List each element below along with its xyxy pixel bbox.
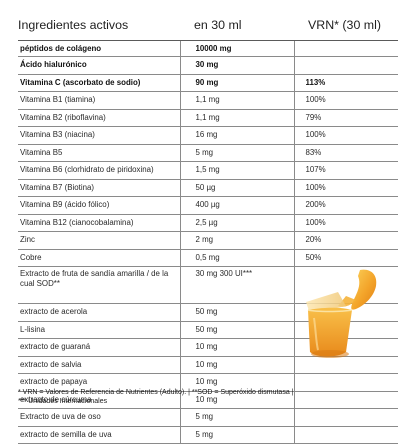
amount-cell: 30 mg 300 UI*** xyxy=(179,266,294,304)
ingredient-cell: Vitamina B1 (tiamina) xyxy=(18,91,180,110)
header-ingredients: Ingredientes activos xyxy=(18,12,180,41)
ingredient-cell: Cobre xyxy=(18,249,180,267)
ingredient-cell: Extracto de fruta de sandía amarilla / d… xyxy=(18,266,180,304)
amount-cell: 1,1 mg xyxy=(179,91,294,110)
ingredient-cell: extracto de papaya xyxy=(18,373,180,392)
ingredient-cell: péptidos de colágeno xyxy=(18,40,180,57)
header-vrn: VRN* (30 ml) xyxy=(294,12,398,41)
amount-cell: 50 mg xyxy=(179,321,294,339)
amount-cell: 1,5 mg xyxy=(179,161,294,180)
ingredient-cell: Vitamina B9 (ácido fólico) xyxy=(18,196,180,215)
amount-cell: 10 mg xyxy=(179,373,294,392)
vrn-cell xyxy=(293,373,398,392)
nutrition-panel: Ingredientes activos en 30 ml VRN* (30 m… xyxy=(18,12,398,444)
vrn-cell: 107% xyxy=(293,161,398,180)
vrn-cell: 79% xyxy=(293,109,398,127)
amount-cell: 2,5 µg xyxy=(179,214,294,232)
vrn-cell xyxy=(293,40,398,57)
vrn-cell: 100% xyxy=(293,179,398,197)
amount-cell: 30 mg xyxy=(179,56,294,75)
vrn-cell xyxy=(293,408,398,427)
vrn-cell xyxy=(293,426,398,444)
amount-cell: 50 mg xyxy=(179,303,294,322)
amount-cell: 90 mg xyxy=(179,74,294,92)
table-row: Zinc 2 mg 20% xyxy=(18,231,398,250)
amount-cell: 5 mg xyxy=(179,408,294,427)
table-row: Vitamina B1 (tiamina) 1,1 mg 100% xyxy=(18,91,398,110)
orange-liquid-pour-icon xyxy=(306,269,377,358)
vrn-cell xyxy=(293,56,398,75)
ingredient-cell: extracto de acerola xyxy=(18,303,180,322)
table-row: Vitamina B6 (clorhidrato de piridoxina) 1… xyxy=(18,161,398,180)
amount-cell: 5 mg xyxy=(179,144,294,162)
footnote-ui: *** Unidades Internacionales xyxy=(18,398,108,406)
vrn-cell: 100% xyxy=(293,214,398,232)
table-row: Ácido hialurónico 30 mg xyxy=(18,56,398,75)
amount-cell: 10000 mg xyxy=(179,40,294,57)
table-row: extracto de salvia 10 mg xyxy=(18,356,398,374)
table-row: extracto de semilla de uva 5 mg xyxy=(18,426,398,444)
vrn-cell: 113% xyxy=(293,74,398,92)
table-row: Vitamina C (ascorbato de sodio) 90 mg 113% xyxy=(18,74,398,92)
amount-cell: 10 mg xyxy=(179,338,294,357)
amount-cell: 50 µg xyxy=(179,179,294,197)
ingredient-cell: extracto de semilla de uva xyxy=(18,426,180,444)
ingredient-cell: Vitamina B12 (cianocobalamina) xyxy=(18,214,180,232)
table-header-row: Ingredientes activos en 30 ml VRN* (30 m… xyxy=(18,12,398,41)
ingredient-cell: extracto de guaraná xyxy=(18,338,180,357)
vrn-cell: 100% xyxy=(293,91,398,110)
ingredient-cell: extracto de salvia xyxy=(18,356,180,374)
ingredient-cell: Vitamina B3 (niacina) xyxy=(18,126,180,145)
amount-cell: 16 mg xyxy=(179,126,294,145)
table-row: Vitamina B9 (ácido fólico) 400 µg 200% xyxy=(18,196,398,215)
footnotes: * VRN = Valores de Referencia de Nutrien… xyxy=(18,388,398,406)
nutrition-table: Ingredientes activos en 30 ml VRN* (30 m… xyxy=(18,12,398,444)
ingredient-cell: Vitamina C (ascorbato de sodio) xyxy=(18,74,180,92)
amount-cell: 5 mg xyxy=(179,426,294,444)
amount-cell: 10 mg xyxy=(179,356,294,374)
vrn-cell: 50% xyxy=(293,249,398,267)
ingredient-cell: Ácido hialurónico xyxy=(18,56,180,75)
ingredient-cell: Vitamina B6 (clorhidrato de piridoxina) xyxy=(18,161,180,180)
ingredient-cell: L-lisina xyxy=(18,321,180,339)
table-row: Vitamina B3 (niacina) 16 mg 100% xyxy=(18,126,398,145)
ingredient-cell: extracto de cúrcuma xyxy=(18,391,180,409)
vrn-cell xyxy=(293,356,398,374)
amount-cell: 400 µg xyxy=(179,196,294,215)
vrn-cell xyxy=(293,391,398,409)
table-row: Vitamina B12 (cianocobalamina) 2,5 µg 100% xyxy=(18,214,398,232)
table-row: Vitamina B2 (riboflavina) 1,1 mg 79% xyxy=(18,109,398,127)
table-row: Vitamina B7 (Biotina) 50 µg 100% xyxy=(18,179,398,197)
ingredient-cell: Zinc xyxy=(18,231,180,250)
table-row: Cobre 0,5 mg 50% xyxy=(18,249,398,267)
amount-cell: 10 mg xyxy=(179,391,294,409)
table-row: Vitamina B5 5 mg 83% xyxy=(18,144,398,162)
header-amount: en 30 ml xyxy=(180,12,294,41)
vrn-cell: 200% xyxy=(293,196,398,215)
vrn-cell: 83% xyxy=(293,144,398,162)
ingredient-cell: Vitamina B5 xyxy=(18,144,180,162)
amount-cell: 2 mg xyxy=(179,231,294,250)
table-row: extracto de cúrcuma 10 mg xyxy=(18,391,398,409)
ingredient-cell: Vitamina B7 (Biotina) xyxy=(18,179,180,197)
vrn-cell: 20% xyxy=(293,231,398,250)
ingredient-cell: Vitamina B2 (riboflavina) xyxy=(18,109,180,127)
ingredient-cell: Extracto de uva de oso xyxy=(18,408,180,427)
footnote-vrn-sod: * VRN = Valores de Referencia de Nutrien… xyxy=(18,389,294,396)
table-row: extracto de papaya 10 mg xyxy=(18,373,398,392)
amount-cell: 1,1 mg xyxy=(179,109,294,127)
table-row: Extracto de fruta de sandía amarilla / d… xyxy=(18,266,398,304)
table-row: Extracto de uva de oso 5 mg xyxy=(18,408,398,427)
amount-cell: 0,5 mg xyxy=(179,249,294,267)
table-row: péptidos de colágeno 10000 mg xyxy=(18,40,398,57)
vrn-cell: 100% xyxy=(293,126,398,145)
